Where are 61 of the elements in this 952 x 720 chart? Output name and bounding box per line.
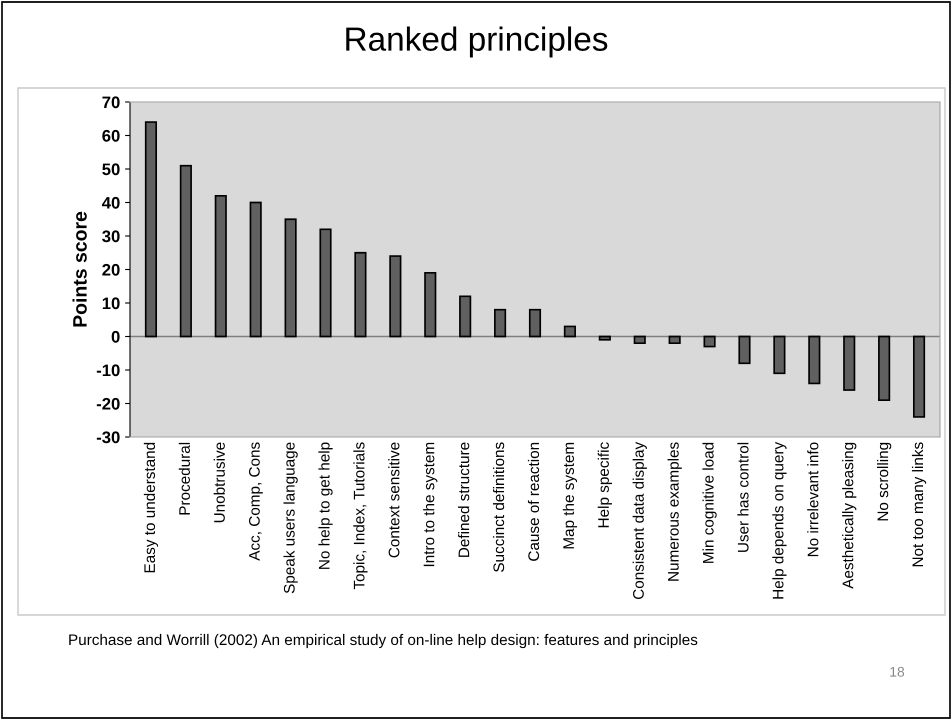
- x-tick-label: User has control: [737, 442, 749, 552]
- x-tick-label: Context sensitive: [388, 442, 400, 558]
- bar: [354, 252, 367, 338]
- x-tick-label: No scrolling: [877, 442, 892, 520]
- x-tick-label: Min cognitive load: [702, 442, 717, 563]
- y-axis-title: Points score: [72, 212, 87, 327]
- y-tick-label: 60: [102, 130, 120, 142]
- bar: [773, 336, 786, 374]
- bar: [843, 336, 856, 391]
- x-tick-label: No help to get help: [318, 442, 333, 569]
- y-tick-label: 40: [102, 196, 120, 209]
- bar: [668, 336, 681, 344]
- y-tick-label: -10: [96, 364, 120, 376]
- bar: [738, 336, 751, 364]
- x-tick-label: Defined structure: [458, 442, 470, 557]
- x-tick-label: Unobtrusive: [214, 442, 225, 522]
- bar: [180, 164, 192, 338]
- x-tick-label: Acc, Comp, Cons: [248, 442, 263, 561]
- bar: [634, 336, 646, 344]
- bar: [284, 218, 297, 338]
- bar: [144, 121, 158, 338]
- y-tick-label: 10: [102, 297, 120, 310]
- chart-title: Ranked principles: [346, 26, 608, 58]
- text: 18: [890, 666, 904, 677]
- bar: [319, 228, 332, 338]
- x-tick-label: Not too many links: [912, 442, 926, 566]
- x-tick-label: No irrelevant info: [807, 442, 818, 556]
- bar: [564, 326, 576, 338]
- y-tick-label: 0: [112, 330, 120, 343]
- y-tick-label: -20: [96, 398, 120, 410]
- bar: [250, 202, 262, 338]
- x-tick-label: Numerous examples: [668, 442, 682, 581]
- x-tick-label: Procedural: [178, 442, 190, 514]
- y-tick-label: 20: [102, 264, 120, 276]
- x-tick-label: Aesthetically pleasing: [842, 442, 856, 589]
- bar: [214, 194, 227, 338]
- x-tick-label: Cause of reaction: [528, 442, 540, 561]
- bar: [878, 336, 890, 401]
- x-tick-label: Help specific: [598, 442, 612, 528]
- text: Purchase and Worrill (2002) An empirical study of on-line help design: features and principles: [69, 634, 698, 648]
- x-tick-label: Help depends on query: [772, 442, 787, 599]
- y-tick-label: -30: [96, 431, 120, 444]
- x-tick-label: Speak users language: [283, 442, 298, 594]
- x-tick-label: Succinct definitions: [492, 442, 504, 572]
- bar: [598, 336, 611, 341]
- bar: [528, 308, 542, 338]
- bar: [424, 272, 436, 338]
- x-tick-label: Map the system: [562, 442, 578, 548]
- x-tick-label: Easy to understand: [144, 442, 158, 572]
- x-tick-label: Consistent data display: [632, 442, 647, 600]
- y-tick-label: 30: [102, 230, 120, 242]
- y-tick-label: 50: [102, 163, 120, 176]
- bar: [494, 308, 506, 338]
- bar: [389, 255, 402, 338]
- bar: [459, 295, 472, 338]
- x-tick-label: Intro to the system: [423, 442, 438, 566]
- x-tick-label: Topic, Index, Tutorials: [353, 442, 368, 590]
- bar: [912, 336, 926, 418]
- bar: [703, 336, 716, 348]
- bar: [808, 336, 820, 384]
- y-tick-label: 70: [102, 96, 120, 108]
